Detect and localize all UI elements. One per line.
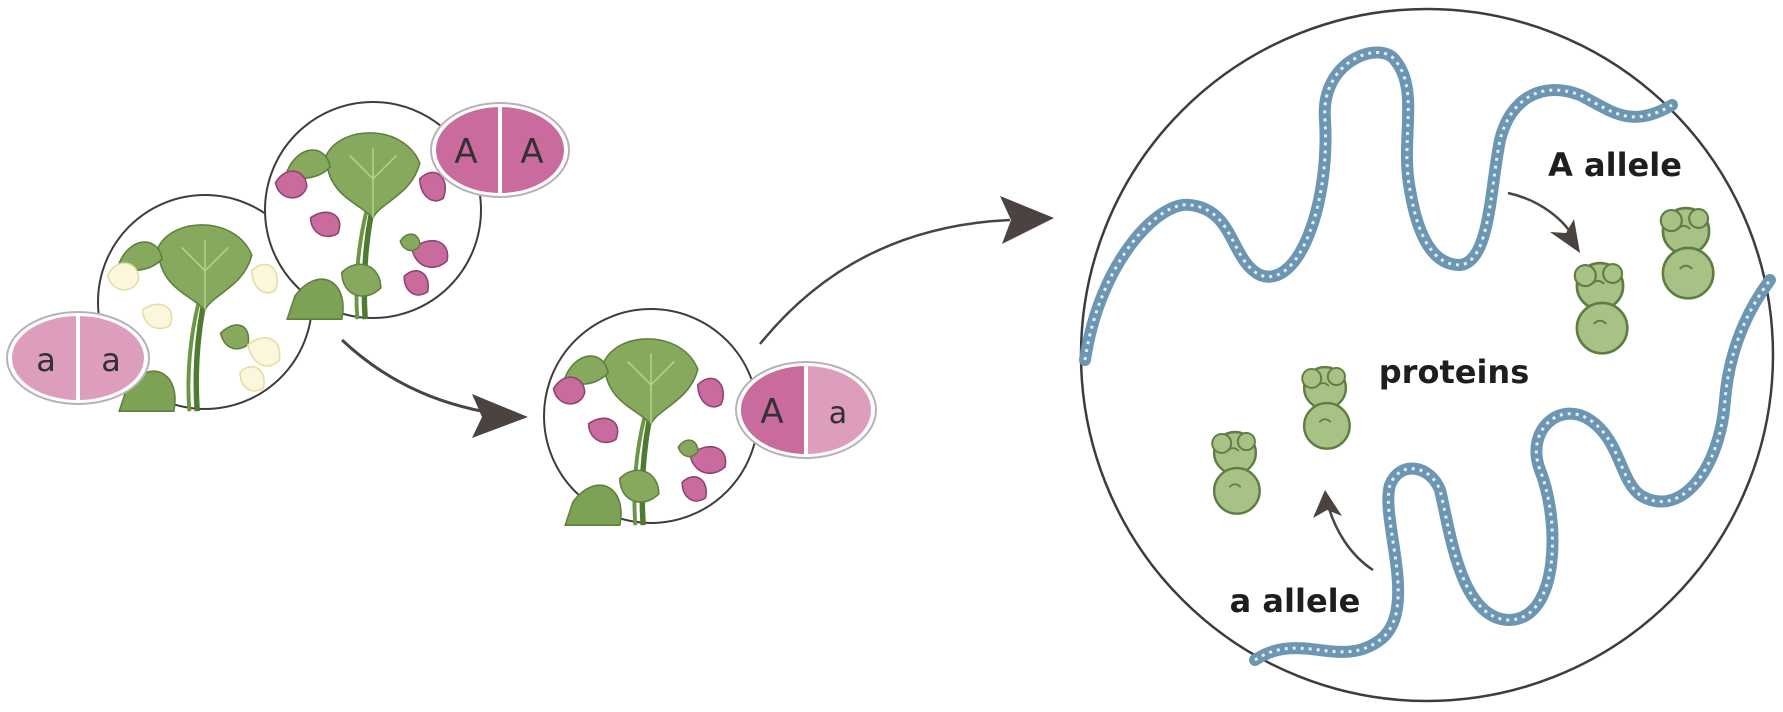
proteins-label: proteins (1379, 353, 1529, 391)
genotype-badge-AA: A A (430, 102, 570, 198)
allele-label: a (829, 396, 847, 431)
a-dominant-allele-label: A allele (1548, 146, 1682, 184)
arrow-head-fill (1000, 196, 1054, 244)
allele-label: a (36, 341, 56, 379)
a-recessive-allele-label: a allele (1230, 582, 1361, 620)
dna-strand-icon (1079, 46, 1678, 366)
arrow-icon (759, 218, 1011, 345)
allele-label: A (454, 132, 477, 172)
offspring (543, 308, 759, 525)
allele-label: A (760, 392, 783, 432)
dominant-parent (264, 101, 482, 319)
dna-strand-icon (1249, 274, 1776, 666)
arrow-head-fill (1313, 490, 1342, 518)
allele-label: A (520, 132, 543, 172)
arrow-head-fill (472, 394, 528, 438)
genotype-badge-aa: a a (6, 311, 150, 405)
cell-detail: A allele proteins a allele (1079, 7, 1776, 703)
allele-label: a (101, 341, 121, 379)
genotype-badge-Aa: A a (735, 361, 877, 459)
arrow-icon (1326, 504, 1374, 572)
arrow-head-fill (1550, 219, 1580, 253)
